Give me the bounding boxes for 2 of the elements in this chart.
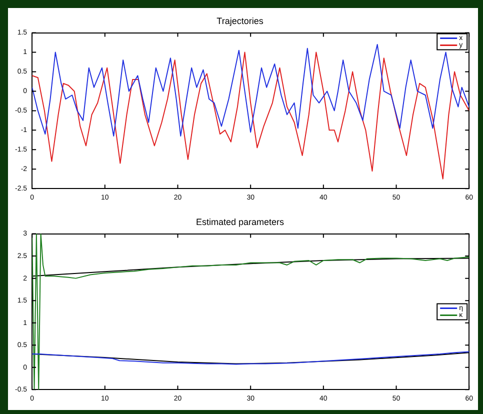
chart-title: Trajectories [216, 16, 264, 26]
chart-title: Estimated parameters [196, 216, 285, 227]
